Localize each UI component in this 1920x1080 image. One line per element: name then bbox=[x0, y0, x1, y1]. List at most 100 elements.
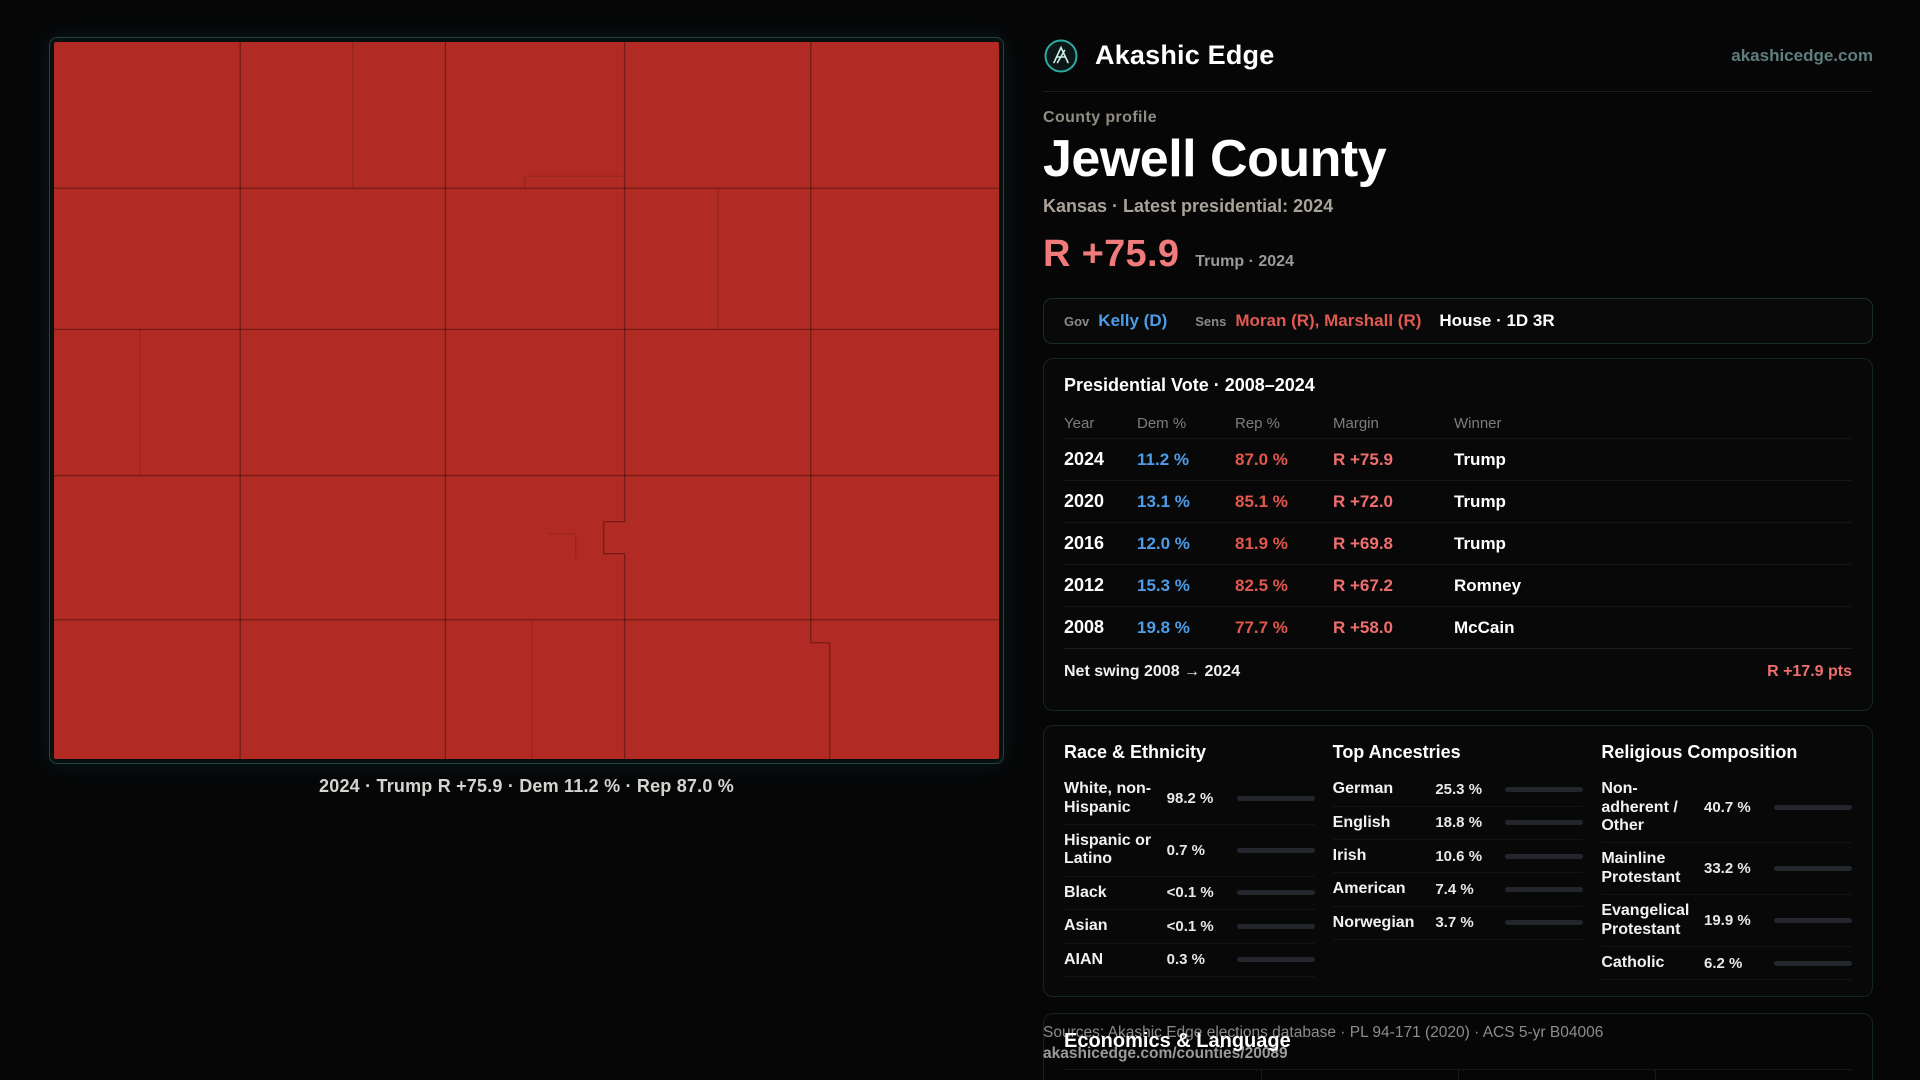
ancestry-bar-track bbox=[1505, 920, 1584, 926]
vote-card-title: Presidential Vote · 2008–2024 bbox=[1064, 375, 1315, 396]
race-column-title: Race & Ethnicity bbox=[1064, 742, 1207, 763]
sources-line: Sources: Akashic Edge elections database… bbox=[1043, 1024, 1604, 1042]
cell-dem-pct: 19.8 % bbox=[1137, 617, 1190, 637]
ancestry-value: 3.7 % bbox=[1435, 914, 1474, 932]
race-row: White, non-Hispanic 98.2 % bbox=[1064, 773, 1315, 825]
religion-label: Catholic bbox=[1601, 953, 1665, 971]
econ-col-other-language: Other language bbox=[1655, 1070, 1852, 1080]
race-bar-track bbox=[1236, 923, 1315, 929]
ancestry-bar-track bbox=[1505, 887, 1584, 893]
headline-margin-value: R +75.9 bbox=[1043, 233, 1180, 276]
ancestry-bar-track bbox=[1505, 853, 1584, 859]
cell-year: 2008 bbox=[1064, 617, 1105, 638]
religion-bar-track bbox=[1774, 918, 1852, 924]
map-caption: 2024 · Trump R +75.9 · Dem 11.2 % · Rep … bbox=[319, 776, 734, 796]
presidential-vote-card: Presidential Vote · 2008–2024 Year Dem %… bbox=[1043, 358, 1873, 712]
religion-value: 19.9 % bbox=[1704, 912, 1751, 930]
race-bar-track bbox=[1236, 957, 1315, 963]
ancestry-value: 25.3 % bbox=[1435, 780, 1483, 798]
race-label: Black bbox=[1064, 883, 1107, 901]
religion-bar-track bbox=[1774, 866, 1852, 872]
cell-winner: McCain bbox=[1454, 617, 1515, 637]
site-link[interactable]: akashicedge.com bbox=[1731, 45, 1873, 65]
religion-bar-track bbox=[1774, 960, 1852, 966]
ancestry-row: Irish 10.6 % bbox=[1332, 840, 1584, 874]
col-header-year: Year bbox=[1064, 414, 1095, 432]
cell-winner: Trump bbox=[1454, 533, 1506, 553]
governor-label: Gov bbox=[1064, 313, 1090, 329]
cell-rep-pct: 81.9 % bbox=[1235, 533, 1288, 553]
cell-rep-pct: 82.5 % bbox=[1235, 575, 1288, 595]
cell-year: 2016 bbox=[1064, 533, 1105, 554]
religion-column-title: Religious Composition bbox=[1601, 742, 1798, 763]
page-title: Jewell County bbox=[1043, 130, 1387, 188]
county-map[interactable] bbox=[49, 37, 1004, 764]
cell-winner: Romney bbox=[1454, 575, 1522, 595]
religion-rows: Non-adherent / Other 40.7 % Mainline Pro… bbox=[1601, 773, 1852, 981]
net-swing-value: R +17.9 pts bbox=[1767, 662, 1852, 680]
religion-bar-track bbox=[1774, 805, 1852, 811]
township-grid-lines bbox=[54, 42, 999, 759]
religion-column: Religious Composition Non-adherent / Oth… bbox=[1601, 742, 1852, 981]
cell-year: 2024 bbox=[1064, 449, 1105, 470]
economics-language-card: Economics & Language Median HH income Po… bbox=[1043, 1013, 1873, 1080]
net-swing-row: Net swing 2008 → 2024 R +17.9 pts bbox=[1064, 648, 1852, 694]
cell-winner: Trump bbox=[1454, 491, 1506, 511]
kicker-label: County profile bbox=[1043, 109, 1158, 126]
vote-table-row: 2020 13.1 % 85.1 % R +72.0 Trump bbox=[1064, 480, 1852, 522]
county-shape[interactable] bbox=[54, 42, 999, 759]
cell-margin: R +75.9 bbox=[1333, 449, 1394, 469]
ancestry-label: German bbox=[1332, 780, 1394, 798]
race-label: Hispanic or Latino bbox=[1064, 831, 1152, 868]
econ-col-poverty-rate: Poverty rate bbox=[1261, 1070, 1458, 1080]
brand-wordmark: Akashic Edge bbox=[1095, 40, 1275, 70]
cell-rep-pct: 77.7 % bbox=[1235, 617, 1288, 637]
col-header-winner: Winner bbox=[1454, 414, 1502, 432]
cell-dem-pct: 12.0 % bbox=[1137, 533, 1190, 553]
race-row: Hispanic or Latino 0.7 % bbox=[1064, 825, 1315, 877]
religion-row: Mainline Protestant 33.2 % bbox=[1601, 843, 1852, 896]
ancestry-rows: German 25.3 % English 18.8 % Irish bbox=[1332, 773, 1584, 941]
county-map-svg[interactable] bbox=[54, 42, 999, 759]
race-bar-track bbox=[1236, 847, 1315, 853]
page-subtitle: Kansas · Latest presidential: 2024 bbox=[1043, 196, 1334, 217]
cell-year: 2020 bbox=[1064, 491, 1105, 512]
ancestry-value: 7.4 % bbox=[1435, 881, 1474, 899]
race-bar-track bbox=[1236, 890, 1315, 896]
ancestry-value: 10.6 % bbox=[1435, 847, 1483, 865]
ancestry-label: Norwegian bbox=[1332, 913, 1415, 931]
governor-value: Kelly (D) bbox=[1098, 311, 1168, 331]
race-value: <0.1 % bbox=[1166, 917, 1214, 935]
religion-value: 6.2 % bbox=[1704, 954, 1743, 972]
county-permalink[interactable]: akashicedge.com/counties/20089 bbox=[1043, 1045, 1288, 1063]
ancestry-label: Irish bbox=[1332, 846, 1367, 864]
brand-logo-icon bbox=[1044, 39, 1078, 72]
senators-label: Sens bbox=[1195, 313, 1227, 329]
race-ethnicity-column: Race & Ethnicity White, non-Hispanic 98.… bbox=[1064, 742, 1315, 980]
demographics-card: Race & Ethnicity White, non-Hispanic 98.… bbox=[1043, 725, 1873, 998]
cell-margin: R +58.0 bbox=[1333, 617, 1394, 637]
vote-table-row: 2008 19.8 % 77.7 % R +58.0 McCain bbox=[1064, 606, 1852, 648]
ancestries-column: Top Ancestries German 25.3 % English 18.… bbox=[1332, 742, 1584, 980]
headline-margin-row: R +75.9 Trump · 2024 bbox=[1043, 233, 1873, 276]
econ-col-english-at-home: English at home bbox=[1458, 1070, 1655, 1080]
sources-note: Sources: Akashic Edge elections database… bbox=[1043, 1023, 1603, 1065]
cell-dem-pct: 13.1 % bbox=[1137, 491, 1190, 511]
net-swing-label: Net swing 2008 → 2024 bbox=[1064, 662, 1241, 680]
econ-col-median-income: Median HH income bbox=[1064, 1070, 1261, 1080]
race-row: Asian <0.1 % bbox=[1064, 910, 1315, 944]
ancestry-row: English 18.8 % bbox=[1332, 807, 1584, 840]
race-value: 0.3 % bbox=[1166, 951, 1206, 969]
officials-bar: Gov Kelly (D) Sens Moran (R), Marshall (… bbox=[1043, 298, 1873, 345]
vote-table-row: 2012 15.3 % 82.5 % R +67.2 Romney bbox=[1064, 564, 1852, 606]
race-row: AIAN 0.3 % bbox=[1064, 944, 1315, 977]
ancestry-bar-track bbox=[1505, 820, 1584, 826]
race-label: White, non-Hispanic bbox=[1064, 780, 1152, 816]
cell-year: 2012 bbox=[1064, 575, 1105, 596]
col-header-dem: Dem % bbox=[1137, 414, 1187, 432]
religion-label: Evangelical Protestant bbox=[1601, 902, 1690, 938]
cell-margin: R +69.8 bbox=[1333, 533, 1394, 553]
ancestry-row: Norwegian 3.7 % bbox=[1332, 907, 1584, 941]
col-header-margin: Margin bbox=[1333, 414, 1379, 432]
ancestry-label: American bbox=[1332, 880, 1406, 898]
